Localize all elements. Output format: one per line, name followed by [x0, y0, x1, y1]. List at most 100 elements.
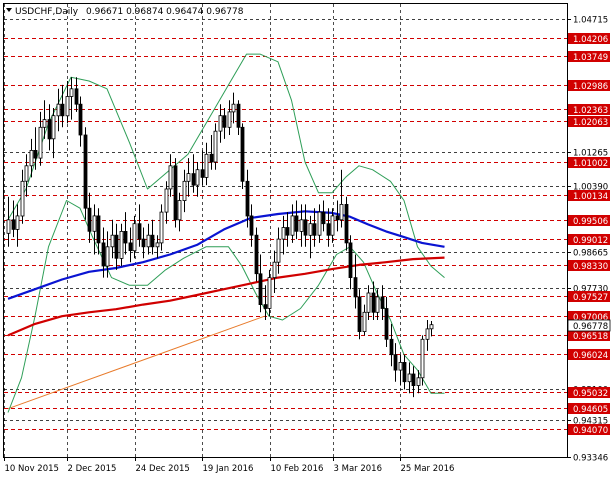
candle-body — [38, 126, 43, 159]
candle-body — [137, 223, 142, 240]
candle-body — [272, 261, 277, 279]
time-tick-label: 19 Jan 2016 — [203, 464, 254, 474]
current-price-badge — [567, 319, 611, 332]
candle-body — [326, 223, 331, 236]
candle-body — [218, 115, 223, 132]
candle-body — [420, 338, 425, 379]
price-level-label: 0.99012 — [573, 236, 608, 246]
price-tick-label: 0.97730 — [573, 285, 608, 295]
candle-body — [249, 215, 254, 236]
candle-body — [330, 215, 335, 236]
price-level-badge — [568, 190, 610, 201]
candle-body — [200, 169, 205, 178]
price-tick-label: 1.04715 — [573, 16, 608, 26]
candle-body — [51, 115, 56, 140]
candle-body — [182, 180, 187, 202]
candle-body — [92, 215, 97, 232]
candle-body — [357, 296, 362, 332]
candle-body — [312, 223, 317, 236]
candle-body — [173, 165, 178, 221]
candle-body — [101, 242, 106, 267]
time-tick-label: 3 Mar 2016 — [334, 464, 382, 474]
price-level-badge — [568, 157, 610, 168]
price-level-label: 0.95032 — [573, 389, 608, 399]
symbol-timeframe-label: USDCHF,Daily — [15, 7, 79, 17]
price-level-badge — [568, 260, 610, 271]
price-level-label: 1.04206 — [573, 35, 608, 45]
time-tick-label: 24 Dec 2015 — [136, 464, 190, 474]
price-axis[interactable]: 1.047151.012651.003900.986650.977300.951… — [567, 16, 611, 464]
price-level-label: 1.02063 — [573, 118, 608, 128]
price-level-badge — [568, 311, 610, 322]
price-level-label: 0.94605 — [573, 405, 608, 415]
candle-body — [164, 188, 169, 213]
price-level-badge — [568, 51, 610, 62]
candle-body — [353, 277, 358, 298]
candle-body — [150, 234, 155, 248]
plot-frame — [3, 3, 568, 458]
candle-body — [60, 103, 65, 117]
candle-body — [123, 230, 128, 244]
current-price-label: 0.96778 — [573, 322, 608, 332]
candle-body — [119, 230, 124, 259]
candle-body — [128, 242, 133, 251]
bollinger-upper-band — [7, 53, 445, 278]
price-level-label: 0.94070 — [573, 426, 608, 436]
candle-body — [263, 304, 268, 309]
price-tick-label: 0.94315 — [573, 417, 608, 427]
candle-body — [191, 173, 196, 186]
time-axis[interactable]: 10 Nov 2015 2 Dec 2015 24 Dec 2015 19 Jan 2… — [4, 457, 455, 474]
price-level-badge — [568, 349, 610, 360]
price-level-label: 0.99506 — [573, 217, 608, 227]
candle-body — [114, 234, 119, 259]
time-tick-label: 10 Feb 2016 — [271, 464, 324, 474]
candle-body — [78, 103, 83, 136]
candle-body — [6, 219, 11, 234]
candle-body — [371, 292, 376, 313]
candle-body — [294, 215, 299, 232]
candle-body — [83, 134, 88, 209]
price-level-badge — [568, 424, 610, 435]
price-level-badge — [568, 104, 610, 115]
candle-body — [110, 234, 115, 248]
candle-body — [177, 200, 182, 221]
moving-average-red — [7, 256, 445, 337]
price-tick-label: 0.98665 — [573, 249, 608, 259]
candle-body — [425, 328, 430, 340]
candle-body — [416, 377, 421, 386]
candle-body — [267, 277, 272, 309]
trendline — [7, 315, 265, 410]
price-level-label: 1.03749 — [573, 53, 608, 63]
candle-body — [209, 153, 214, 163]
time-tick-label: 25 Mar 2016 — [401, 464, 455, 474]
candle-body — [308, 223, 313, 236]
collapse-triangle-icon[interactable] — [6, 8, 12, 12]
candle-body — [321, 211, 326, 225]
candle-body — [317, 211, 322, 236]
candle-body — [407, 373, 412, 383]
candle-body — [281, 227, 286, 240]
candle-body — [65, 96, 70, 117]
price-level-badge — [568, 116, 610, 127]
candle-body — [29, 149, 34, 167]
time-tick-label: 2 Dec 2015 — [68, 464, 117, 474]
candle-body — [213, 130, 218, 163]
candle-body — [384, 308, 389, 340]
candle-body — [141, 238, 146, 248]
candle-body — [24, 165, 29, 182]
price-level-badge — [568, 330, 610, 341]
candle-body — [375, 296, 380, 313]
candle-body — [402, 361, 407, 383]
price-tick-label: 1.00390 — [573, 183, 608, 193]
candle-body — [222, 115, 227, 128]
price-level-badge — [568, 215, 610, 226]
candle-body — [380, 296, 385, 309]
candle-body — [20, 180, 25, 217]
candle-body — [398, 361, 403, 371]
price-level-badge — [568, 80, 610, 91]
candle-body — [155, 242, 160, 248]
candle-body — [335, 215, 340, 221]
candle-body — [344, 203, 349, 244]
